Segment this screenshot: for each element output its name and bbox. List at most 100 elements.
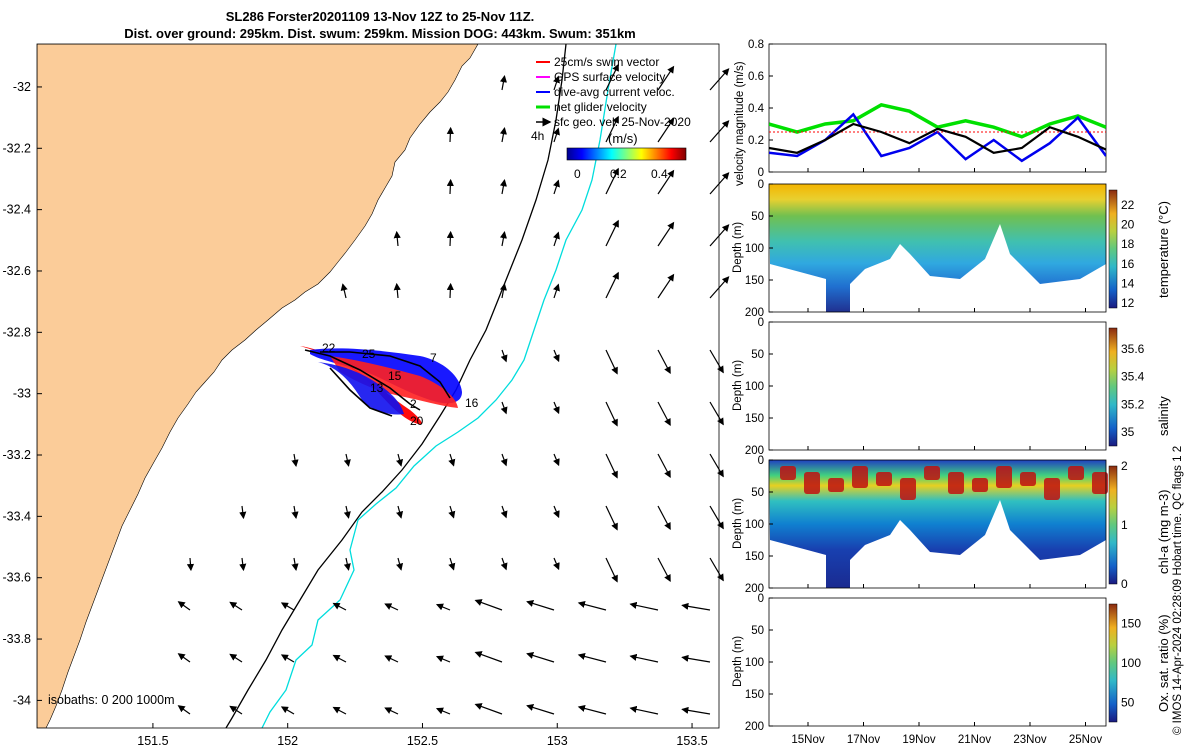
depth-ytick-label: 150	[745, 689, 764, 701]
velocity-arrow	[552, 557, 560, 571]
isobaths-label: isobaths: 0 200 1000m	[48, 693, 174, 707]
velocity-arrow	[681, 706, 711, 715]
colorbar-tick-label: 50	[1121, 695, 1135, 709]
lat-tick-label: -32.6	[3, 264, 32, 278]
colorbar-temperature	[1108, 189, 1118, 309]
lat-tick-label: -32.4	[3, 203, 32, 217]
velocity-arrow	[229, 653, 243, 663]
lat-tick-label: -33.2	[3, 448, 32, 462]
depth-frame-salinity	[768, 321, 1107, 451]
velocity-arrow	[605, 401, 618, 427]
velocity-panel: 0 0.2 0.4 0.6 0.8 velocity magnitude (m/s)	[734, 39, 1107, 186]
velocity-arrow	[629, 705, 659, 715]
velocity-arrow	[526, 600, 555, 611]
depth-ytick-label: 200	[745, 445, 764, 457]
velocity-arrow	[499, 231, 507, 247]
velocity-arrow	[553, 231, 560, 247]
lat-tick-label: -32.2	[3, 141, 32, 155]
depth-panel-salinity: 0 50 100 150 200 Depth (m) 35 35.2 35.4 35.6 salin…	[732, 317, 1171, 457]
colorbar-tick-0.4: 0.4	[651, 167, 668, 181]
velocity-arrow	[384, 655, 399, 663]
chla-high-patch	[1092, 472, 1108, 494]
velocity-arrow	[526, 652, 555, 663]
day-label-15: 15	[388, 369, 402, 383]
velocity-ytick-label: 0	[758, 167, 764, 179]
depth-ylabel: Depth (m)	[732, 636, 744, 687]
velocity-arrow	[343, 557, 351, 571]
lon-tick-label: 151.5	[137, 734, 168, 748]
velocity-series-line	[769, 102, 1106, 139]
time-tick-label: 25Nov	[1069, 734, 1102, 746]
depth-ytick-label: 0	[758, 317, 764, 329]
map-axis-ticks: 151.5 152 152.5 153 153.5-32-32.2-32.4-32.6-…	[3, 80, 708, 748]
lon-tick-label: 153	[547, 734, 568, 748]
velocity-arrow	[393, 230, 401, 247]
lon-tick-label: 152.5	[407, 734, 438, 748]
velocity-arrow	[605, 167, 619, 195]
time-axis: 15Nov 17Nov 19Nov 21Nov 23Nov 25Nov	[791, 168, 1102, 746]
velocity-arrow	[552, 453, 560, 467]
colorbar-label-oxsat: Ox. sat. ratio (%)	[1156, 614, 1171, 712]
colorbar-tick-label: 35.2	[1121, 397, 1145, 411]
velocity-arrow	[500, 349, 508, 363]
velocity-arrow	[291, 557, 299, 572]
lon-tick-label: 153.5	[676, 734, 707, 748]
lat-tick-label: -33	[13, 387, 31, 401]
velocity-arrow	[629, 653, 659, 663]
day-label-25: 25	[362, 347, 376, 361]
velocity-arrow	[500, 453, 508, 467]
chla-high-patch	[828, 478, 844, 492]
velocity-arrow	[657, 557, 671, 583]
depth-panel-temperature: 0 50 100 150 200 Depth (m) 12 14 16 18 20 22 tempera…	[732, 179, 1171, 319]
depth-ytick-label: 50	[751, 349, 764, 361]
colorbar-tick-label: 35	[1121, 425, 1135, 439]
velocity-arrow	[229, 705, 243, 715]
chla-high-patch	[1044, 478, 1060, 500]
velocity-arrow	[577, 600, 607, 611]
velocity-arrow	[448, 557, 456, 571]
velocity-arrow	[393, 282, 401, 299]
depth-section-temperature	[769, 184, 1106, 312]
colorbar-tick-label: 0	[1121, 577, 1128, 591]
velocity-arrow	[343, 453, 351, 467]
velocity-arrow	[474, 599, 503, 611]
velocity-arrow	[500, 557, 508, 571]
velocity-arrow	[474, 651, 503, 663]
velocity-arrow	[552, 401, 560, 415]
velocity-arrow	[605, 115, 619, 143]
velocity-arrow	[177, 601, 191, 611]
depth-ytick-label: 0	[758, 593, 764, 605]
chla-high-patch	[972, 478, 988, 492]
depth-ylabel: Depth (m)	[732, 222, 744, 273]
time-tick-label: 17Nov	[847, 734, 880, 746]
velocity-arrow	[499, 75, 507, 91]
depth-ytick-label: 100	[745, 657, 764, 669]
colorbar-label-temperature: temperature (°C)	[1156, 201, 1171, 298]
chla-high-patch	[1020, 472, 1036, 486]
velocity-arrow	[526, 704, 555, 715]
velocity-arrow	[577, 652, 607, 663]
velocity-arrow	[239, 557, 247, 572]
colorbar-tick-label: 16	[1121, 257, 1135, 271]
velocity-arrow	[396, 453, 404, 467]
map-legend: 25cm/s swim vector GPS surface velocity …	[531, 55, 691, 181]
depth-frame-oxsat	[768, 597, 1107, 727]
velocity-arrow	[553, 75, 560, 91]
depth-ytick-label: 50	[751, 487, 764, 499]
colorbar-tick-label: 1	[1121, 518, 1128, 532]
day-label-7: 7	[430, 351, 437, 365]
colorbar-tick-label: 2	[1121, 459, 1128, 473]
depth-ytick-label: 50	[751, 211, 764, 223]
depth-ytick-label: 0	[758, 179, 764, 191]
velocity-arrow	[657, 401, 671, 427]
velocity-arrow	[605, 63, 619, 91]
velocity-arrow	[435, 603, 451, 611]
velocity-arrow	[605, 219, 619, 247]
legend-swim-vector: 25cm/s swim vector	[554, 55, 659, 69]
velocity-arrow	[384, 603, 399, 611]
imos-credit: © IMOS 14-Apr-2024 02:28:09 Hobart time.…	[1172, 445, 1184, 735]
velocity-arrow	[709, 505, 724, 530]
day-label-22: 22	[322, 341, 336, 355]
velocity-arrow	[291, 453, 299, 468]
chla-high-patch	[924, 466, 940, 480]
